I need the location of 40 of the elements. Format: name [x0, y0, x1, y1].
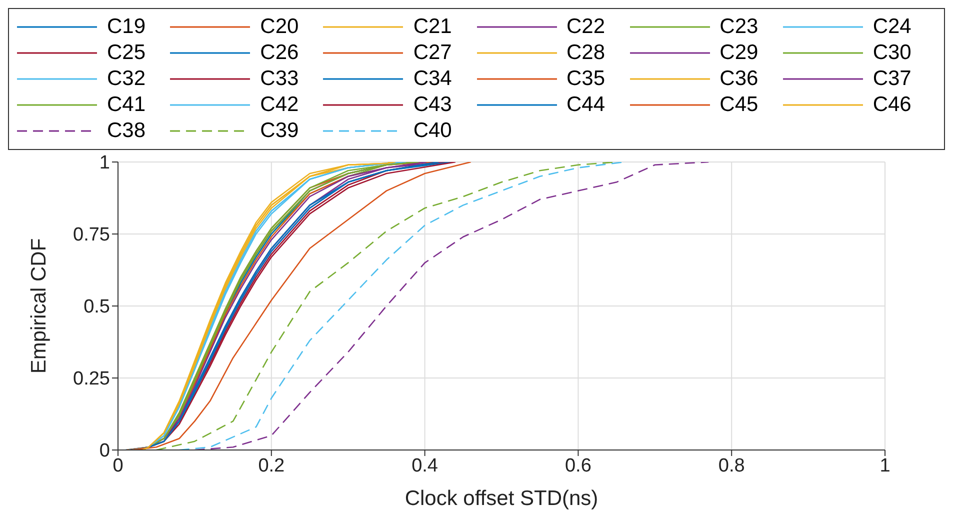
legend-label: C36 [720, 67, 758, 91]
x-axis-title: Clock offset STD(ns) [404, 487, 598, 510]
y-axis-title: Empirical CDF [27, 238, 50, 374]
y-tick-label: 0 [99, 440, 110, 462]
legend-label: C24 [872, 15, 912, 39]
legend-label: C20 [260, 15, 299, 39]
legend-label: C33 [260, 67, 299, 91]
legend-label: C45 [720, 93, 758, 117]
legend-label: C34 [413, 67, 452, 91]
legend-label: C41 [107, 93, 146, 117]
legend-label: C42 [260, 93, 299, 117]
x-tick-label: 0.8 [718, 455, 745, 476]
legend-label: C22 [566, 15, 606, 39]
x-tick-label: 0.4 [412, 455, 438, 476]
legend-label: C32 [107, 67, 146, 91]
x-tick-label: 0.2 [258, 455, 285, 476]
legend-label: C29 [720, 41, 758, 65]
legend-label: C30 [872, 41, 912, 65]
legend-label: C28 [566, 41, 606, 65]
x-tick-label: 1 [880, 455, 890, 476]
legend-label: C35 [566, 67, 606, 91]
legend-label: C46 [872, 93, 912, 117]
y-tick-label: 1 [99, 152, 110, 174]
legend-label: C26 [260, 41, 299, 65]
legend-label: C44 [566, 93, 606, 117]
legend-label: C21 [413, 15, 452, 39]
legend-label: C39 [260, 119, 299, 143]
x-tick-label: 0 [112, 455, 124, 476]
legend-label: C38 [107, 119, 146, 143]
y-tick-label: 0.75 [73, 224, 110, 246]
legend-label: C19 [107, 15, 146, 39]
legend-label: C37 [872, 67, 912, 91]
legend-label: C23 [720, 15, 758, 39]
y-tick-label: 0.5 [84, 296, 110, 318]
legend-label: C40 [413, 119, 452, 143]
legend-label: C25 [107, 41, 146, 65]
legend-label: C27 [413, 41, 452, 65]
y-tick-label: 0.25 [73, 368, 110, 390]
legend-label: C43 [413, 93, 452, 117]
x-tick-label: 0.6 [564, 455, 592, 476]
